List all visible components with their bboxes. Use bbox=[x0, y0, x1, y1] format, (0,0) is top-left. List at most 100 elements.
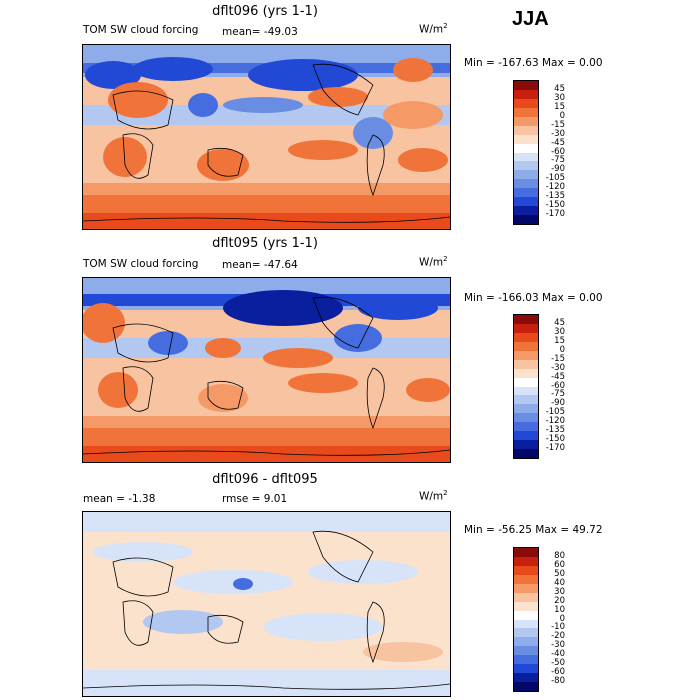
colorbar-segment bbox=[514, 565, 538, 575]
colorbar-segment bbox=[514, 161, 538, 171]
colorbar-tick-label: -60 bbox=[551, 146, 565, 157]
colorbar-tick-label: -30 bbox=[551, 362, 565, 373]
colorbar-tick-label: 0 bbox=[559, 110, 565, 121]
panel3-map bbox=[82, 511, 451, 697]
panel2-map bbox=[82, 277, 451, 463]
colorbar-segment bbox=[514, 323, 538, 333]
panel3-colorbar-labels: 80 60 50 40 30 20 10 0 -10 -20 -30 -40 -50 -60 -80 bbox=[535, 547, 565, 690]
colorbar-segment bbox=[514, 377, 538, 387]
colorbar-segment bbox=[514, 682, 538, 691]
colorbar-segment bbox=[514, 152, 538, 162]
colorbar-segment bbox=[514, 592, 538, 602]
colorbar-segment bbox=[514, 134, 538, 144]
colorbar-segment bbox=[514, 197, 538, 207]
colorbar-tick-label: -30 bbox=[551, 128, 565, 139]
colorbar-segment bbox=[514, 116, 538, 126]
colorbar-segment bbox=[514, 341, 538, 351]
colorbar-tick-label: -150 bbox=[545, 200, 565, 211]
colorbar-segment bbox=[514, 610, 538, 620]
colorbar-segment bbox=[514, 431, 538, 441]
panel2-colorbar bbox=[513, 314, 539, 459]
panel1-units: W/m2 bbox=[419, 22, 448, 36]
colorbar-segment bbox=[514, 125, 538, 135]
panel2-mean: mean= -47.64 bbox=[222, 259, 298, 271]
colorbar-tick-label: 20 bbox=[554, 595, 565, 606]
colorbar-segment bbox=[514, 315, 538, 324]
colorbar-tick-label: -30 bbox=[551, 640, 565, 651]
colorbar-segment bbox=[514, 206, 538, 216]
colorbar-tick-label: 30 bbox=[554, 326, 565, 337]
panel1-map bbox=[82, 44, 451, 230]
panel1-minmax: Min = -167.63 Max = 0.00 bbox=[464, 57, 603, 69]
colorbar-tick-label: -40 bbox=[551, 649, 565, 660]
colorbar-segment bbox=[514, 574, 538, 584]
colorbar-segment bbox=[514, 646, 538, 656]
colorbar-tick-label: -45 bbox=[551, 137, 565, 148]
colorbar-tick-label: -50 bbox=[551, 658, 565, 669]
colorbar-tick-label: 10 bbox=[554, 604, 565, 615]
colorbar-segment bbox=[514, 368, 538, 378]
panel3-title: dflt096 - dflt095 bbox=[212, 472, 318, 487]
colorbar-tick-label: 0 bbox=[559, 613, 565, 624]
colorbar-tick-label: -135 bbox=[545, 425, 565, 436]
colorbar-tick-label: -15 bbox=[551, 119, 565, 130]
panel3-units: W/m2 bbox=[419, 489, 448, 503]
panel2-minmax: Min = -166.03 Max = 0.00 bbox=[464, 292, 603, 304]
panel3-minmax: Min = -56.25 Max = 49.72 bbox=[464, 524, 603, 536]
colorbar-tick-label: -150 bbox=[545, 434, 565, 445]
panel2-colorbar-labels: 45 30 15 0 -15 -30 -45 -60 -75 -90 -105 -120 -135 -15… bbox=[535, 314, 565, 457]
panel3-colorbar bbox=[513, 547, 539, 692]
colorbar-segment bbox=[514, 81, 538, 90]
colorbar-segment bbox=[514, 404, 538, 414]
panel1-subtitle: TOM SW cloud forcing bbox=[83, 24, 199, 36]
panel1-title: dflt096 (yrs 1-1) bbox=[212, 4, 318, 19]
colorbar-segment bbox=[514, 449, 538, 458]
colorbar-tick-label: -90 bbox=[551, 164, 565, 175]
colorbar-segment bbox=[514, 179, 538, 189]
panel2-title: dflt095 (yrs 1-1) bbox=[212, 236, 318, 251]
colorbar-segment bbox=[514, 664, 538, 674]
colorbar-segment bbox=[514, 673, 538, 683]
season-label: JJA bbox=[512, 8, 549, 30]
colorbar-tick-label: 30 bbox=[554, 92, 565, 103]
colorbar-segment bbox=[514, 107, 538, 117]
colorbar-tick-label: -105 bbox=[545, 173, 565, 184]
colorbar-tick-label: -90 bbox=[551, 398, 565, 409]
colorbar-tick-label: -135 bbox=[545, 191, 565, 202]
colorbar-segment bbox=[514, 143, 538, 153]
colorbar-tick-label: -170 bbox=[545, 443, 565, 454]
colorbar-segment bbox=[514, 170, 538, 180]
colorbar-tick-label: 15 bbox=[554, 101, 565, 112]
colorbar-tick-label: 40 bbox=[554, 577, 565, 588]
panel3-mean: mean = -1.38 bbox=[83, 493, 156, 505]
colorbar-tick-label: -20 bbox=[551, 631, 565, 642]
colorbar-segment bbox=[514, 386, 538, 396]
colorbar-segment bbox=[514, 413, 538, 423]
colorbar-tick-label: 45 bbox=[554, 317, 565, 328]
colorbar-tick-label: -60 bbox=[551, 380, 565, 391]
colorbar-tick-label: -120 bbox=[545, 416, 565, 427]
colorbar-segment bbox=[514, 655, 538, 665]
colorbar-segment bbox=[514, 98, 538, 108]
colorbar-tick-label: 50 bbox=[554, 568, 565, 579]
colorbar-segment bbox=[514, 188, 538, 198]
colorbar-segment bbox=[514, 215, 538, 224]
colorbar-tick-label: -120 bbox=[545, 182, 565, 193]
colorbar-segment bbox=[514, 548, 538, 557]
panel1-colorbar bbox=[513, 80, 539, 225]
colorbar-tick-label: -75 bbox=[551, 389, 565, 400]
colorbar-segment bbox=[514, 350, 538, 360]
colorbar-segment bbox=[514, 440, 538, 450]
colorbar-segment bbox=[514, 637, 538, 647]
colorbar-tick-label: -10 bbox=[551, 622, 565, 633]
colorbar-segment bbox=[514, 332, 538, 342]
colorbar-segment bbox=[514, 422, 538, 432]
colorbar-tick-label: 15 bbox=[554, 335, 565, 346]
colorbar-tick-label: -105 bbox=[545, 407, 565, 418]
colorbar-segment bbox=[514, 583, 538, 593]
colorbar-tick-label: -80 bbox=[551, 676, 565, 687]
colorbar-segment bbox=[514, 628, 538, 638]
colorbar-segment bbox=[514, 556, 538, 566]
panel2-subtitle: TOM SW cloud forcing bbox=[83, 258, 199, 270]
colorbar-segment bbox=[514, 89, 538, 99]
